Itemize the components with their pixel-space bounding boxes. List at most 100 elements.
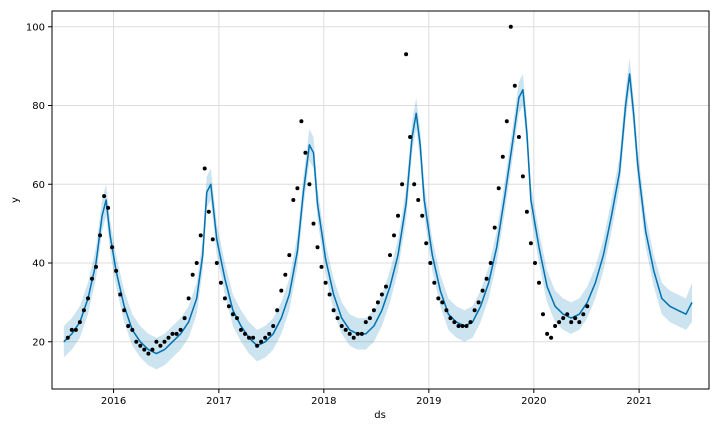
grid-lines bbox=[52, 11, 709, 389]
observed-point bbox=[404, 52, 409, 57]
observed-point bbox=[585, 304, 590, 309]
observed-point bbox=[174, 331, 179, 336]
observed-point bbox=[271, 324, 276, 328]
observed-point bbox=[218, 280, 223, 285]
observed-point bbox=[384, 284, 388, 289]
observed-point bbox=[77, 320, 82, 325]
x-tick-label: 2021 bbox=[626, 396, 651, 407]
observed-point bbox=[464, 324, 469, 328]
observed-point bbox=[283, 272, 288, 277]
observed-point bbox=[500, 154, 505, 159]
observed-point bbox=[150, 347, 155, 352]
observed-point bbox=[335, 316, 340, 321]
observed-point bbox=[416, 198, 421, 202]
observed-point bbox=[259, 339, 264, 344]
observed-point bbox=[553, 324, 558, 328]
observed-point bbox=[230, 312, 235, 317]
observed-point bbox=[516, 135, 521, 139]
observed-point bbox=[452, 320, 457, 325]
observed-point bbox=[569, 320, 574, 325]
observed-point bbox=[545, 331, 550, 336]
observed-point bbox=[388, 253, 392, 258]
x-axis-label: ds bbox=[374, 410, 386, 421]
observed-point bbox=[166, 335, 171, 340]
observed-point bbox=[198, 233, 203, 238]
observed-point bbox=[222, 296, 227, 301]
plot-frame bbox=[51, 10, 710, 390]
observed-point bbox=[573, 316, 578, 321]
observed-point bbox=[484, 276, 489, 281]
observed-point bbox=[492, 225, 497, 230]
x-tick-label: 2018 bbox=[311, 396, 336, 407]
x-tick-label: 2016 bbox=[101, 396, 126, 407]
observed-point bbox=[190, 272, 195, 277]
observed-point bbox=[126, 324, 131, 328]
observed-point bbox=[182, 316, 187, 321]
observed-point bbox=[351, 335, 356, 340]
observed-point bbox=[508, 24, 513, 29]
observed-point bbox=[226, 304, 231, 309]
observed-point bbox=[130, 327, 135, 332]
observed-point bbox=[146, 351, 151, 356]
observed-point bbox=[412, 182, 417, 187]
observed-point bbox=[206, 209, 211, 214]
observed-point bbox=[178, 327, 183, 332]
observed-point bbox=[291, 198, 296, 202]
observed-point bbox=[359, 331, 364, 336]
observed-point bbox=[375, 300, 380, 305]
observed-point bbox=[565, 312, 570, 317]
observed-point bbox=[295, 186, 300, 191]
observed-point bbox=[134, 339, 139, 344]
observed-point bbox=[315, 245, 320, 250]
observed-point bbox=[303, 150, 308, 155]
observed-point bbox=[247, 335, 251, 340]
observed-point bbox=[343, 327, 348, 332]
observed-point bbox=[81, 308, 86, 313]
observed-point bbox=[371, 308, 376, 313]
observed-point bbox=[202, 166, 207, 171]
x-axis-ticks: 2016 2017 2018 2019 2020 2021 bbox=[101, 389, 652, 407]
observed-point bbox=[432, 280, 437, 285]
observed-point bbox=[396, 213, 400, 218]
observed-point bbox=[420, 213, 425, 218]
observed-point bbox=[122, 308, 127, 313]
observed-point bbox=[448, 316, 453, 321]
observed-point bbox=[243, 331, 247, 336]
y-tick-label: 80 bbox=[32, 101, 45, 112]
observed-point bbox=[118, 292, 123, 297]
forecast-line bbox=[63, 73, 693, 355]
observed-point bbox=[557, 320, 562, 325]
forecast-line-group bbox=[63, 73, 693, 355]
observed-point bbox=[379, 292, 384, 297]
observed-point bbox=[408, 135, 413, 139]
observed-point bbox=[440, 300, 445, 305]
observed-point bbox=[307, 182, 312, 187]
observed-point bbox=[512, 83, 517, 88]
observed-point bbox=[90, 276, 94, 281]
y-tick-label: 100 bbox=[26, 22, 45, 33]
observed-point bbox=[400, 182, 405, 187]
observed-point bbox=[339, 324, 344, 328]
observed-point bbox=[299, 119, 304, 124]
observed-point bbox=[69, 327, 74, 332]
observed-point bbox=[577, 320, 582, 325]
observed-point bbox=[138, 343, 143, 348]
observed-point bbox=[239, 327, 243, 332]
observed-point bbox=[98, 233, 102, 238]
observed-point bbox=[347, 331, 352, 336]
observed-point bbox=[255, 343, 260, 348]
observed-point bbox=[142, 347, 147, 352]
observed-point bbox=[210, 237, 215, 242]
observed-points-group bbox=[65, 24, 590, 356]
observed-point bbox=[424, 241, 429, 246]
observed-point bbox=[476, 300, 481, 305]
observed-point bbox=[110, 245, 115, 250]
observed-point bbox=[65, 335, 70, 340]
observed-point bbox=[162, 339, 167, 344]
observed-point bbox=[279, 288, 284, 293]
observed-point bbox=[392, 233, 396, 238]
observed-point bbox=[114, 268, 119, 273]
observed-point bbox=[323, 280, 328, 285]
observed-point bbox=[158, 343, 163, 348]
